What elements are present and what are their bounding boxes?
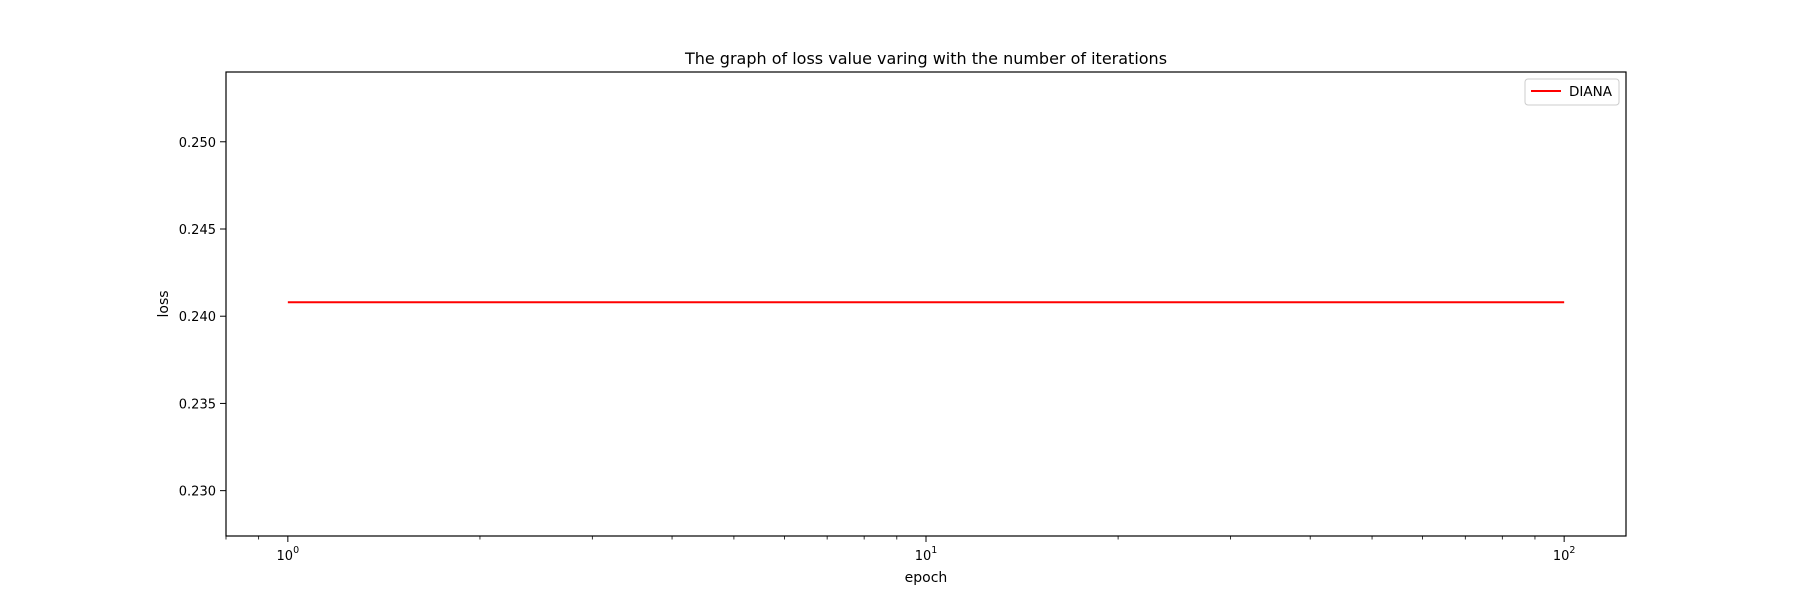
y-tick-label: 0.250 <box>179 136 216 151</box>
legend: DIANA <box>1524 78 1620 106</box>
legend-label-diana: DIANA <box>1569 84 1613 100</box>
x-axis-label: epoch <box>905 570 948 586</box>
x-tick-label: 100 <box>277 545 300 564</box>
y-tick-label: 0.245 <box>179 223 216 238</box>
y-tick-label: 0.235 <box>179 397 216 412</box>
y-tick-label: 0.230 <box>179 485 216 500</box>
chart-title: The graph of loss value varing with the … <box>684 49 1167 68</box>
plot-layer: 100 101 102 0.230 0.235 0.240 0.245 0.250 <box>179 136 1576 564</box>
legend-box <box>1524 78 1620 106</box>
plot-frame <box>225 71 1627 537</box>
x-tick-label: 101 <box>915 545 938 564</box>
y-axis-label: loss <box>156 290 172 317</box>
x-tick-label: 102 <box>1553 545 1576 564</box>
y-tick-label: 0.240 <box>179 310 216 325</box>
